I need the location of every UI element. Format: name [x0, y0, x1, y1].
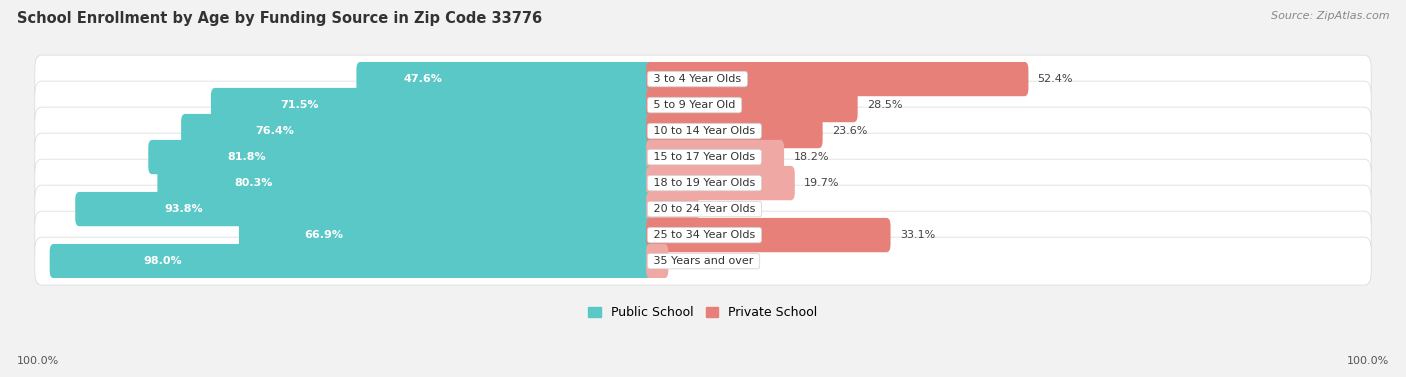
- Text: 6.2%: 6.2%: [707, 204, 735, 214]
- Text: 5 to 9 Year Old: 5 to 9 Year Old: [650, 100, 740, 110]
- FancyBboxPatch shape: [181, 114, 654, 148]
- FancyBboxPatch shape: [647, 192, 699, 226]
- Text: 100.0%: 100.0%: [17, 356, 59, 366]
- Text: 100.0%: 100.0%: [1347, 356, 1389, 366]
- FancyBboxPatch shape: [35, 237, 1371, 285]
- Text: 18 to 19 Year Olds: 18 to 19 Year Olds: [650, 178, 759, 188]
- Text: 47.6%: 47.6%: [404, 74, 443, 84]
- FancyBboxPatch shape: [49, 244, 654, 278]
- Text: 25 to 34 Year Olds: 25 to 34 Year Olds: [650, 230, 759, 240]
- FancyBboxPatch shape: [148, 140, 654, 174]
- Text: 18.2%: 18.2%: [793, 152, 830, 162]
- Text: 81.8%: 81.8%: [226, 152, 266, 162]
- Text: 2.0%: 2.0%: [678, 256, 706, 266]
- FancyBboxPatch shape: [647, 244, 668, 278]
- FancyBboxPatch shape: [35, 159, 1371, 207]
- Text: 76.4%: 76.4%: [254, 126, 294, 136]
- FancyBboxPatch shape: [35, 211, 1371, 259]
- Text: 93.8%: 93.8%: [165, 204, 204, 214]
- Text: 19.7%: 19.7%: [804, 178, 839, 188]
- FancyBboxPatch shape: [35, 107, 1371, 155]
- FancyBboxPatch shape: [35, 133, 1371, 181]
- Text: 28.5%: 28.5%: [868, 100, 903, 110]
- FancyBboxPatch shape: [35, 185, 1371, 233]
- Text: 15 to 17 Year Olds: 15 to 17 Year Olds: [650, 152, 759, 162]
- Text: 3 to 4 Year Olds: 3 to 4 Year Olds: [650, 74, 745, 84]
- FancyBboxPatch shape: [647, 166, 794, 200]
- Text: 80.3%: 80.3%: [235, 178, 273, 188]
- Text: Source: ZipAtlas.com: Source: ZipAtlas.com: [1271, 11, 1389, 21]
- FancyBboxPatch shape: [211, 88, 654, 122]
- Text: 98.0%: 98.0%: [143, 256, 181, 266]
- FancyBboxPatch shape: [647, 62, 1028, 96]
- FancyBboxPatch shape: [35, 81, 1371, 129]
- FancyBboxPatch shape: [35, 55, 1371, 103]
- Text: 33.1%: 33.1%: [900, 230, 935, 240]
- FancyBboxPatch shape: [647, 88, 858, 122]
- Text: 66.9%: 66.9%: [304, 230, 343, 240]
- FancyBboxPatch shape: [76, 192, 654, 226]
- Text: 52.4%: 52.4%: [1038, 74, 1073, 84]
- Text: School Enrollment by Age by Funding Source in Zip Code 33776: School Enrollment by Age by Funding Sour…: [17, 11, 541, 26]
- FancyBboxPatch shape: [356, 62, 654, 96]
- Text: 71.5%: 71.5%: [280, 100, 319, 110]
- Text: 20 to 24 Year Olds: 20 to 24 Year Olds: [650, 204, 759, 214]
- Text: 10 to 14 Year Olds: 10 to 14 Year Olds: [650, 126, 759, 136]
- FancyBboxPatch shape: [647, 140, 785, 174]
- FancyBboxPatch shape: [647, 218, 890, 252]
- FancyBboxPatch shape: [239, 218, 654, 252]
- Text: 23.6%: 23.6%: [832, 126, 868, 136]
- FancyBboxPatch shape: [157, 166, 654, 200]
- FancyBboxPatch shape: [647, 114, 823, 148]
- Text: 35 Years and over: 35 Years and over: [650, 256, 756, 266]
- Legend: Public School, Private School: Public School, Private School: [588, 306, 818, 319]
